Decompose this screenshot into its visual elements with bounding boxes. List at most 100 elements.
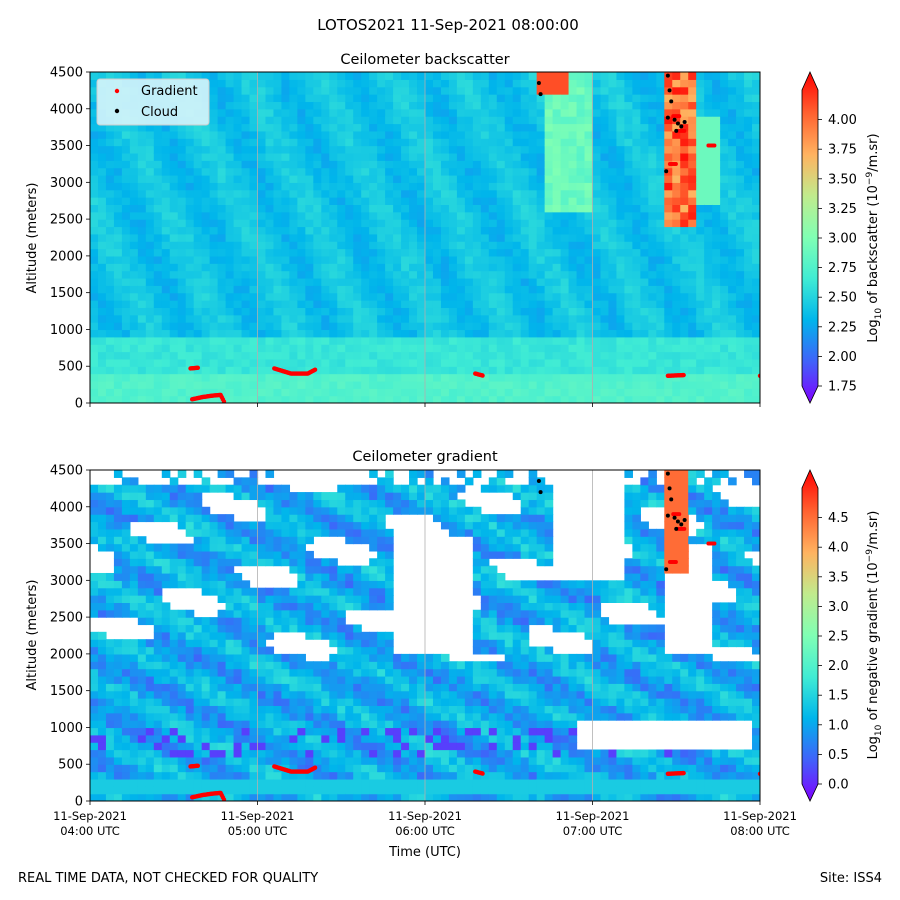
gradient-point bbox=[712, 541, 717, 546]
backscatter-colorbar-label: Log10 of backscatter (10−9/m.sr) bbox=[865, 133, 884, 342]
x-tick-time-label: 06:00 UTC bbox=[395, 824, 455, 838]
y-tick-label: 3000 bbox=[50, 176, 83, 191]
cloud-point bbox=[667, 88, 672, 93]
y-tick-label: 0 bbox=[75, 795, 83, 810]
y-tick-label: 4500 bbox=[50, 464, 83, 479]
x-tick-date-label: 11-Sep-2021 bbox=[388, 809, 462, 823]
colorbar-tick-label: 4.5 bbox=[828, 511, 849, 526]
footer-site-label: Site: ISS4 bbox=[820, 871, 882, 886]
gradient-x-axis-label: Time (UTC) bbox=[388, 845, 461, 860]
x-tick-time-label: 05:00 UTC bbox=[228, 824, 288, 838]
x-tick-time-label: 04:00 UTC bbox=[60, 824, 120, 838]
y-tick-label: 4000 bbox=[50, 500, 83, 515]
y-tick-label: 500 bbox=[58, 758, 83, 773]
colorbar-tick-label: 3.5 bbox=[828, 570, 849, 585]
colorbar-tick-label: 4.0 bbox=[828, 541, 849, 556]
colorbar-tick-label: 2.25 bbox=[828, 320, 857, 335]
legend-box bbox=[96, 78, 210, 126]
gradient-colorbar-label: Log10 of negative gradient (10−9/m.sr) bbox=[865, 511, 884, 760]
cloud-point bbox=[674, 526, 679, 531]
colorbar-tick-label: 3.00 bbox=[828, 232, 857, 247]
gradient-markers bbox=[188, 471, 760, 801]
backscatter-y-ticks: 0 500 1000 1500 2000 2500 3000 3500 4000 4500 bbox=[50, 66, 90, 412]
backscatter-markers bbox=[188, 73, 760, 403]
gradient-panel: Ceilometer gradient 0 500 1000 1500 2000 2500… bbox=[25, 449, 884, 860]
y-tick-label: 3500 bbox=[50, 139, 83, 154]
y-tick-label: 4000 bbox=[50, 102, 83, 117]
x-tick-time-label: 07:00 UTC bbox=[563, 824, 623, 838]
colorbar-tick-label: 4.00 bbox=[828, 113, 857, 128]
backscatter-x-ticks bbox=[89, 403, 761, 407]
cloud-point bbox=[664, 169, 669, 174]
legend-gradient-label: Gradient bbox=[141, 84, 198, 99]
colorbar-tick-label: 2.5 bbox=[828, 630, 849, 645]
colorbar-tick-label: 2.00 bbox=[828, 350, 857, 365]
cloud-point bbox=[665, 115, 670, 120]
gradient-point bbox=[682, 128, 687, 133]
cloud-point bbox=[665, 471, 670, 476]
legend-cloud-label: Cloud bbox=[141, 105, 178, 120]
colorbar-tick-label: 2.50 bbox=[828, 291, 857, 306]
colorbar-tick-label: 0.0 bbox=[828, 778, 849, 793]
cloud-point bbox=[674, 128, 679, 133]
x-tick-date-label: 11-Sep-2021 bbox=[221, 809, 295, 823]
gradient-point bbox=[312, 765, 318, 770]
gradient-point bbox=[221, 797, 227, 801]
gradient-point bbox=[673, 559, 678, 564]
y-tick-label: 4500 bbox=[50, 66, 83, 81]
cloud-point bbox=[669, 497, 674, 502]
cloud-point bbox=[679, 522, 684, 527]
legend: Gradient Cloud bbox=[96, 78, 210, 126]
gradient-point bbox=[312, 367, 318, 372]
y-tick-label: 2500 bbox=[50, 611, 83, 626]
colorbar-tick-label: 2.75 bbox=[828, 261, 857, 276]
cloud-point bbox=[667, 486, 672, 491]
backscatter-colorbar-ticks: 1.75 2.00 2.25 2.50 2.75 3.00 3.25 3.50 3.75 4.00 bbox=[818, 113, 857, 395]
gradient-point bbox=[195, 365, 201, 370]
gradient-point bbox=[682, 526, 687, 531]
gradient-y-ticks: 0 500 1000 1500 2000 2500 3000 3500 4000 4500 bbox=[50, 464, 90, 810]
y-tick-label: 1500 bbox=[50, 286, 83, 301]
backscatter-panel-title: Ceilometer backscatter bbox=[340, 52, 509, 68]
legend-cloud-marker bbox=[114, 108, 120, 114]
y-tick-label: 1000 bbox=[50, 721, 83, 736]
gradient-grid bbox=[257, 470, 593, 801]
gradient-point bbox=[480, 771, 485, 776]
backscatter-colorbar-bar bbox=[801, 71, 819, 404]
gradient-colorbar-ticks: 0.0 0.5 1.0 1.5 2.0 2.5 3.0 3.5 4.0 4.5 bbox=[818, 511, 849, 793]
y-tick-label: 1500 bbox=[50, 684, 83, 699]
cloud-point bbox=[669, 99, 674, 104]
colorbar-tick-label: 1.75 bbox=[828, 380, 857, 395]
gradient-y-axis-label: Altitude (meters) bbox=[25, 580, 40, 691]
y-tick-label: 1000 bbox=[50, 323, 83, 338]
y-tick-label: 2000 bbox=[50, 249, 83, 264]
y-tick-label: 3500 bbox=[50, 537, 83, 552]
colorbar-tick-label: 3.50 bbox=[828, 172, 857, 187]
cloud-point bbox=[682, 518, 687, 523]
gradient-point bbox=[681, 770, 686, 776]
colorbar-tick-label: 0.5 bbox=[828, 748, 849, 763]
cloud-point bbox=[538, 92, 543, 97]
gradient-point bbox=[712, 143, 717, 148]
gradient-point bbox=[677, 114, 682, 119]
gradient-point bbox=[757, 771, 760, 776]
gradient-point bbox=[480, 373, 485, 378]
cloud-point bbox=[675, 121, 680, 126]
y-tick-label: 0 bbox=[75, 397, 83, 412]
y-tick-label: 500 bbox=[58, 360, 83, 375]
gradient-colorbar-bar bbox=[801, 469, 819, 802]
gradient-point bbox=[673, 161, 678, 166]
gradient-point bbox=[195, 763, 201, 768]
colorbar-tick-label: 1.5 bbox=[828, 689, 849, 704]
gradient-point bbox=[681, 372, 686, 378]
cloud-point bbox=[664, 567, 669, 572]
figure-title: LOTOS2021 11-Sep-2021 08:00:00 bbox=[317, 16, 579, 34]
cloud-point bbox=[679, 124, 684, 129]
cloud-point bbox=[682, 120, 687, 125]
gradient-colorbar: 0.0 0.5 1.0 1.5 2.0 2.5 3.0 3.5 4.0 4.5 Log10 of … bbox=[801, 469, 884, 802]
colorbar-tick-label: 1.0 bbox=[828, 718, 849, 733]
y-tick-label: 2000 bbox=[50, 647, 83, 662]
x-tick-time-label: 08:00 UTC bbox=[730, 824, 790, 838]
